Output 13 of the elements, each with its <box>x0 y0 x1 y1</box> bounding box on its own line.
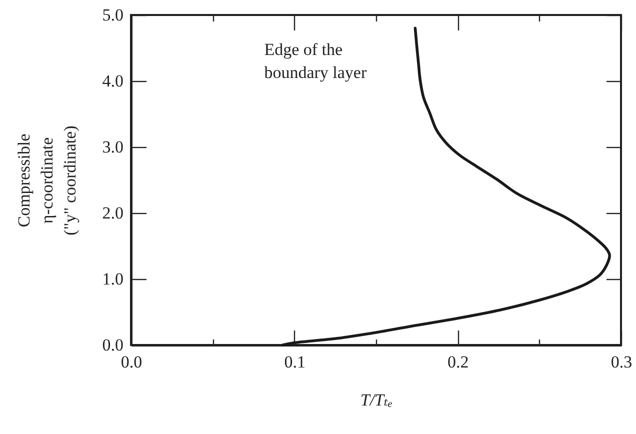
y-tick-label: 1.0 <box>102 270 124 288</box>
y-tick-label: 2.0 <box>102 204 124 222</box>
x-tick-label: 0.3 <box>610 352 632 372</box>
y-tick-label: 3.0 <box>102 138 124 156</box>
y-tick-label: 5.0 <box>102 6 124 24</box>
annotation: Edge of the boundary layer <box>264 40 367 82</box>
x-tick-label: 0.1 <box>284 352 306 372</box>
y-tick-label: 0.0 <box>102 336 124 354</box>
y-axis-title: Compressible η-coordinate ("y" coordinate) <box>14 126 80 236</box>
x-tick-label: 0.0 <box>120 352 142 372</box>
x-axis-title: T/Tₜₑ <box>360 390 393 410</box>
x-tick-label: 0.2 <box>448 352 469 372</box>
y-tick-label: 4.0 <box>102 72 124 90</box>
